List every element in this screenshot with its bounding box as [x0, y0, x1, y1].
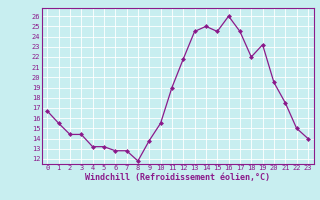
X-axis label: Windchill (Refroidissement éolien,°C): Windchill (Refroidissement éolien,°C) [85, 173, 270, 182]
